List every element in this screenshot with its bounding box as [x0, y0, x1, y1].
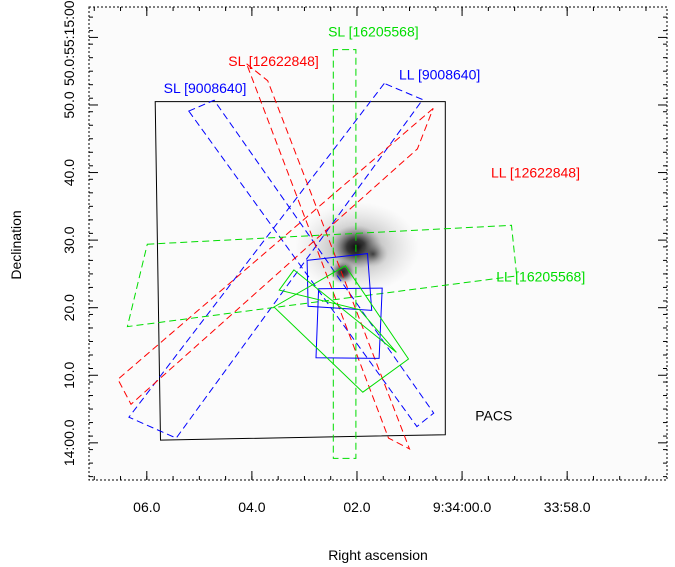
x-axis-title: Right ascension	[328, 547, 428, 563]
x-tick-label: 02.0	[343, 499, 370, 515]
x-tick-label: 9:34:00.0	[433, 499, 492, 515]
aperture-label-ll-9008640: LL [9008640]	[399, 66, 480, 82]
aperture-pacs	[154, 101, 446, 441]
aperture-ll-16205568	[126, 224, 518, 328]
aperture-label-pacs: PACS	[475, 408, 512, 424]
y-tick-label: 50.0:55:15:00.0	[61, 0, 77, 86]
aperture-sl-16205568	[332, 49, 357, 459]
y-tick-label: 40.0	[61, 159, 77, 186]
aperture-labels: PACS SL [9008640] LL [9008640] SL [12622848…	[164, 24, 586, 424]
x-tick-label: 04.0	[238, 499, 265, 515]
aperture-label-sl-16205568: SL [16205568]	[328, 24, 419, 40]
sub-slit-0	[306, 253, 373, 311]
y-tick-label: 20.0	[61, 294, 77, 321]
aperture-ll-12622848	[117, 108, 434, 406]
sub-slit-3	[273, 265, 410, 393]
y-tick-label: 14:00.0	[61, 419, 77, 466]
aperture-sl-9008640	[188, 99, 435, 428]
x-tick-label: 33:58.0	[544, 499, 591, 515]
aperture-ll-9008640	[128, 82, 424, 439]
plot-frame	[88, 6, 668, 481]
aperture-label-ll-16205568: LL [16205568]	[496, 268, 585, 284]
source-emission	[295, 202, 419, 294]
y-tick-label: 30.0	[61, 226, 77, 253]
y-tick-labels: 50.0 40.0 30.0 20.0 10.0 14:00.0 50.0:55:15:00…	[61, 0, 77, 466]
y-tick-label: 10.0	[61, 361, 77, 388]
aperture-sl-12622848	[245, 62, 411, 450]
axis-ticks	[89, 7, 667, 480]
aperture-label-sl-9008640: SL [9008640]	[164, 80, 247, 96]
x-tick-label: 06.0	[133, 499, 160, 515]
apertures	[117, 49, 518, 459]
y-axis-title: Declination	[8, 210, 24, 279]
y-tick-label: 50.0	[61, 91, 77, 118]
aperture-label-ll-12622848: LL [12622848]	[491, 164, 580, 180]
x-tick-labels: 06.0 04.0 02.0 9:34:00.0 33:58.0	[133, 499, 591, 515]
aperture-label-sl-12622848: SL [12622848]	[228, 53, 319, 69]
sub-slit-2	[278, 269, 397, 353]
